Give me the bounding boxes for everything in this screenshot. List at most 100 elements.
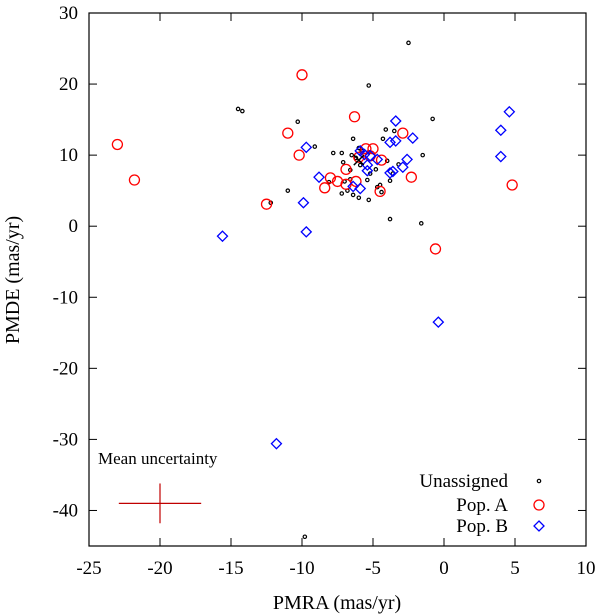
pop-b-point [354,182,367,195]
pop-b-point [494,150,507,163]
pop-a-point [429,243,442,255]
unassigned-point [366,197,372,203]
legend-markers [533,478,545,532]
y-tick-label: 0 [69,216,79,237]
pop-a-point [374,185,386,198]
pop-b-point [300,225,313,238]
pop-b-point [396,161,409,174]
y-tick-label: -40 [53,500,78,521]
unassigned-point [379,189,384,195]
pop-a-point [282,127,294,139]
x-tick-label: -5 [365,558,381,579]
mean-cross-marker [353,154,365,166]
unassigned-point [340,159,346,165]
pop-a-point [296,69,308,81]
axis-tick-labels: -25 -20 -15 -10 -5 0 5 10 -40 -30 -20 -10 0 10 20 30 [53,3,596,579]
unassigned-point [418,221,424,226]
x-tick-label: 10 [577,558,596,579]
pop-b-point [361,164,374,177]
pop-a-point [128,174,141,186]
pop-b-point [297,196,310,209]
legend-marker-pop-a [533,499,545,511]
unassigned-point [356,195,362,201]
pop-a-point [353,151,365,163]
unassigned-point [406,40,411,46]
unassigned-point [312,144,318,149]
pop-b-point [432,316,445,329]
unassigned-point [391,128,397,134]
unassigned-point [384,158,390,164]
pop-b-point [364,149,377,162]
unassigned-point [420,152,426,158]
pop-a-point [405,171,417,183]
unassigned-point [235,106,241,112]
pop-b-point [384,136,396,149]
pop-a-point [111,138,124,151]
plot-frame [88,12,587,547]
unassigned-point [373,167,379,172]
unassigned-point [350,136,356,142]
unassigned-point [367,171,373,176]
unassigned-point [350,192,356,198]
pop-b-point [503,105,516,118]
pop-a-point [260,198,273,210]
unassigned-point [295,119,301,125]
mean-uncertainty-label: Mean uncertainty [98,449,218,468]
pop-b-point [216,230,229,243]
unassigned-point [430,116,435,122]
pop-b-point [389,115,402,127]
pop-a-point [293,149,305,161]
legend-label-unassigned: Unassigned [419,471,508,492]
unassigned-point [349,152,355,158]
y-tick-label: 10 [59,145,78,166]
y-tick-label: 30 [59,3,78,24]
pop-b-point [300,141,313,154]
unassigned-point [302,534,308,540]
unassigned-point [330,150,336,156]
unassigned-point [365,177,370,183]
x-tick-label: -10 [289,558,314,579]
unassigned-point [339,150,345,156]
unassigned-point [387,178,393,184]
legend: Unassigned Pop. A Pop. B [419,471,545,537]
legend-marker-pop-b [533,520,545,532]
pop-b-point [406,132,419,144]
unassigned-point [339,191,345,196]
pop-b-point [386,165,399,178]
unassigned-point [383,127,389,132]
axis-ticks [88,12,587,546]
unassigned-point [380,136,386,142]
y-axis-title: PMDE (mas/yr) [2,216,24,344]
y-tick-label: -10 [53,287,78,308]
y-tick-label: 20 [59,74,78,95]
legend-marker-unassigned [536,478,542,484]
pop-a-point [340,163,352,175]
x-tick-label: -20 [147,558,172,579]
pop-a-point [397,127,409,139]
x-tick-label: -25 [76,558,101,579]
pop-a-point [348,111,361,123]
pop-b-point [347,180,360,193]
pop-a-point [319,182,331,194]
x-tick-label: -15 [218,558,243,579]
pop-b-point [401,153,413,166]
unassigned-point [366,83,372,88]
pop-b-point [494,124,507,137]
y-tick-label: -30 [53,429,78,450]
pop-b-point [384,166,396,179]
pop-b-point [270,437,283,450]
legend-label-pop-b: Pop. B [456,516,508,537]
pop-b-point [371,153,384,166]
pop-b-point [313,171,325,184]
y-tick-label: -20 [53,358,78,379]
pop-a-point [506,179,518,191]
pop-b-point [361,159,374,172]
unassigned-point [387,216,393,222]
annotations [118,154,365,524]
data-points [111,40,518,540]
pop-a-point [350,175,362,188]
unassigned-point [240,108,245,114]
pop-a-point [324,172,337,184]
x-tick-label: 0 [439,558,449,579]
